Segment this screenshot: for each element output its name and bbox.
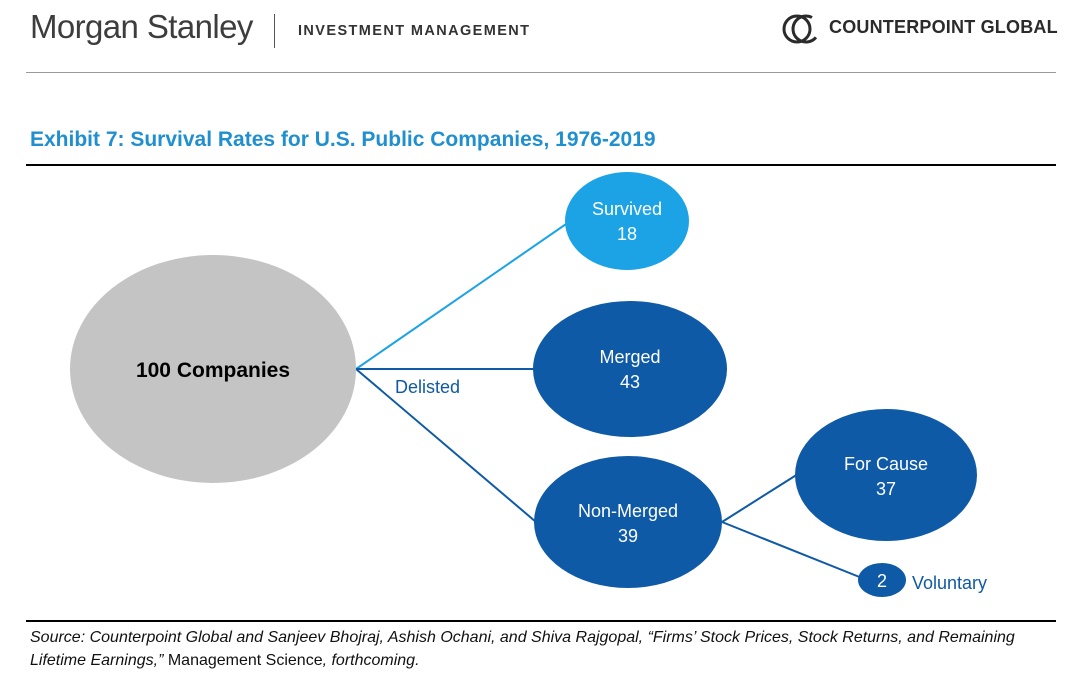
morgan-stanley-logo: Morgan Stanley: [30, 8, 253, 45]
page-header: Morgan Stanley INVESTMENT MANAGEMENT COU…: [0, 0, 1088, 74]
connector-non-merged-voluntary: [721, 521, 863, 579]
source-status: , forthcoming.: [322, 652, 420, 669]
merged-value: 43: [620, 372, 640, 392]
for-cause-value: 37: [876, 479, 896, 499]
source-citation: Source: Counterpoint Global and Sanjeev …: [30, 629, 1015, 669]
delisted-label: Delisted: [395, 377, 460, 397]
source-note: Source: Counterpoint Global and Sanjeev …: [30, 626, 1060, 672]
root-node: [70, 255, 356, 483]
header-divider: [274, 14, 275, 48]
merged-label: Merged: [599, 347, 660, 367]
for-cause-node: [795, 409, 977, 541]
counterpoint-global-name: COUNTERPOINT GLOBAL: [829, 17, 1058, 37]
survived-node: [565, 172, 689, 270]
connector-root-survived: [355, 221, 570, 370]
source-journal: Management Science: [163, 652, 323, 669]
voluntary-label: Voluntary: [912, 573, 987, 593]
connector-root-non-merged: [355, 368, 537, 523]
merged-node: [533, 301, 727, 437]
title-rule: [26, 164, 1056, 166]
survived-value: 18: [617, 224, 637, 244]
non-merged-value: 39: [618, 526, 638, 546]
non-merged-node: [534, 456, 722, 588]
survived-label: Survived: [592, 199, 662, 219]
voluntary-node: [858, 563, 906, 597]
exhibit-title: Exhibit 7: Survival Rates for U.S. Publi…: [30, 128, 656, 151]
header-rule: [26, 72, 1056, 73]
voluntary-value: 2: [877, 571, 887, 591]
for-cause-label: For Cause: [844, 454, 928, 474]
connector-non-merged-for-cause: [721, 473, 799, 523]
division-label: INVESTMENT MANAGEMENT: [298, 23, 531, 39]
counterpoint-logo-icon: [782, 14, 821, 44]
non-merged-label: Non-Merged: [578, 501, 678, 521]
root-node-label: 100 Companies: [136, 359, 290, 382]
source-rule: [26, 620, 1056, 622]
